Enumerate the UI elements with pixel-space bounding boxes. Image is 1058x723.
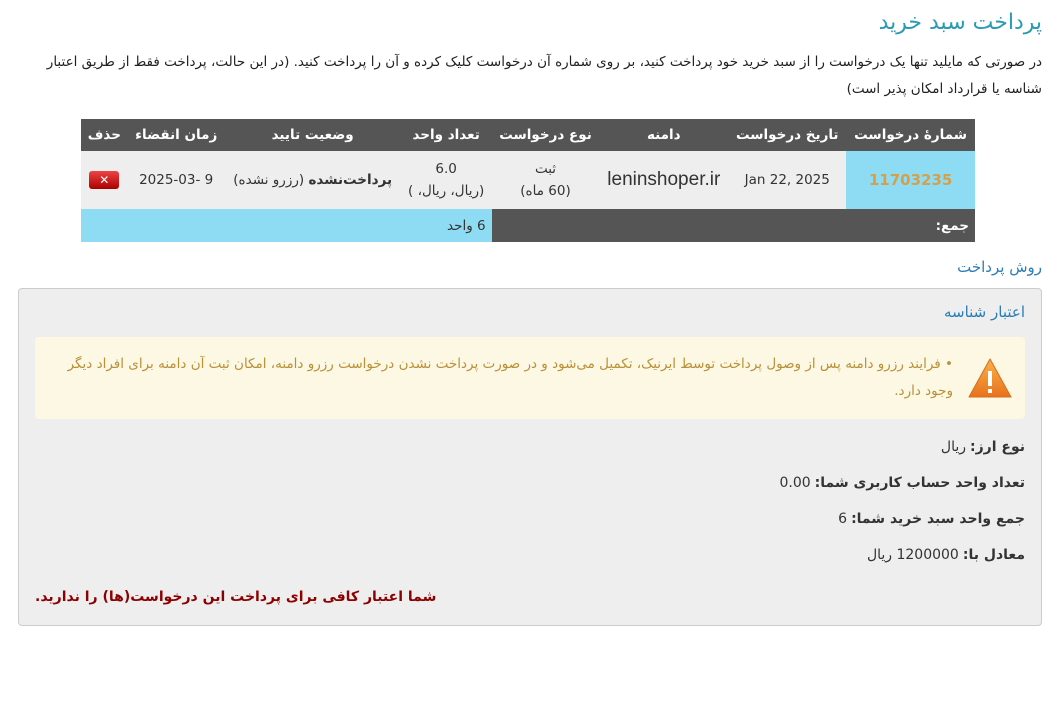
header-date: تاریخ درخواست — [728, 119, 847, 151]
type: ثبت — [534, 161, 557, 177]
header-expiry: زمان انقضاء — [127, 119, 225, 151]
label: جمع واحد سبد خرید شما: — [851, 511, 1025, 527]
warning-icon — [968, 358, 1012, 398]
header-units: تعداد واحد — [400, 119, 492, 151]
units-sub: (ریال، ریال، ) — [408, 183, 485, 199]
header-delete: حذف — [81, 119, 128, 151]
domain-name: leninshoper.ir — [599, 151, 729, 209]
payment-method-link[interactable]: روش پرداخت — [957, 258, 1042, 276]
table-row: 11703235 Jan 22, 2025 leninshoper.ir ثبت… — [81, 151, 975, 209]
credit-box: اعتبار شناسه • فرایند رزرو دامنه پس از و… — [18, 288, 1042, 626]
value: 0.00 — [779, 475, 811, 491]
value: 6 — [838, 511, 848, 527]
value: ریال — [940, 439, 966, 455]
insufficient-credit-error: شما اعتبار کافی برای پرداخت این درخواست(… — [35, 589, 437, 605]
header-type: نوع درخواست — [491, 119, 600, 151]
delete-icon[interactable]: ✕ — [89, 171, 120, 189]
header-id: شمارهٔ درخواست — [846, 119, 975, 151]
request-date: Jan 22, 2025 — [728, 151, 847, 209]
label: نوع ارز: — [970, 439, 1025, 455]
total-label: جمع: — [491, 209, 975, 242]
request-type: ثبت (60 ماه) — [491, 151, 600, 209]
label: تعداد واحد حساب کاربری شما: — [814, 475, 1025, 491]
warning-alert: • فرایند رزرو دامنه پس از وصول پرداخت تو… — [35, 337, 1025, 419]
alert-text: • فرایند رزرو دامنه پس از وصول پرداخت تو… — [67, 356, 953, 399]
currency-row: نوع ارز:ریال — [35, 439, 1025, 455]
account-units-row: تعداد واحد حساب کاربری شما:0.00 — [35, 475, 1026, 491]
equivalent-row: معادل با:1200000 ریال — [35, 547, 1025, 563]
status-sub: (رزرو نشده) — [233, 172, 305, 188]
request-id-link[interactable]: 11703235 — [846, 151, 975, 209]
status: پرداخت‌نشده (رزرو نشده) — [224, 151, 401, 209]
alert-message: فرایند رزرو دامنه پس از وصول پرداخت توسط… — [67, 356, 953, 399]
delete-cell: ✕ — [81, 151, 128, 209]
cart-table: شمارهٔ درخواست تاریخ درخواست دامنه نوع د… — [81, 119, 975, 242]
cart-units-row: جمع واحد سبد خرید شما:6 — [35, 511, 1025, 527]
units-value: 6.0 — [435, 161, 457, 177]
status-main: پرداخت‌نشده — [308, 172, 393, 188]
label: معادل با: — [962, 547, 1025, 563]
total-value: 6 واحد — [81, 209, 492, 242]
value: 1200000 ریال — [866, 547, 959, 563]
units: 6.0 (ریال، ریال، ) — [400, 151, 492, 209]
intro-text: در صورتی که مایلید تنها یک درخواست را از… — [46, 54, 1042, 97]
expiry: 2025-03- 9 — [127, 151, 225, 209]
page-title: پرداخت سبد خرید — [878, 10, 1042, 35]
header-domain: دامنه — [599, 119, 729, 151]
credit-title[interactable]: اعتبار شناسه — [943, 303, 1025, 321]
header-status: وضعیت تایید — [224, 119, 401, 151]
period: (60 ماه) — [520, 183, 571, 199]
